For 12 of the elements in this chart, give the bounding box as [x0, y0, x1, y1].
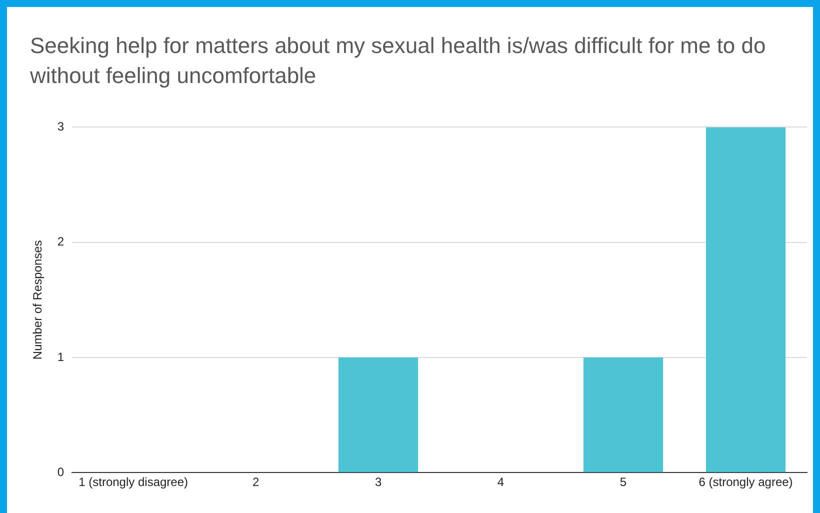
y-axis-title: Number of Responses	[30, 240, 45, 360]
x-tick-label: 1 (strongly disagree)	[78, 475, 188, 490]
y-tick-label: 3	[57, 120, 64, 134]
x-tick-label: 2	[252, 475, 260, 490]
y-tick-label: 1	[57, 350, 64, 364]
chart-title: Seeking help for matters about my sexual health is/was difficult for me to do without feeling uncomfortable	[30, 32, 767, 90]
x-tick-label: 6 (strongly agree)	[698, 475, 793, 490]
y-tick-label: 2	[57, 234, 64, 249]
y-tick-label: 0	[57, 464, 64, 479]
x-tick-label: 5	[620, 475, 627, 490]
x-tick-label: 4	[497, 475, 504, 490]
x-tick-label: 3	[374, 475, 382, 490]
